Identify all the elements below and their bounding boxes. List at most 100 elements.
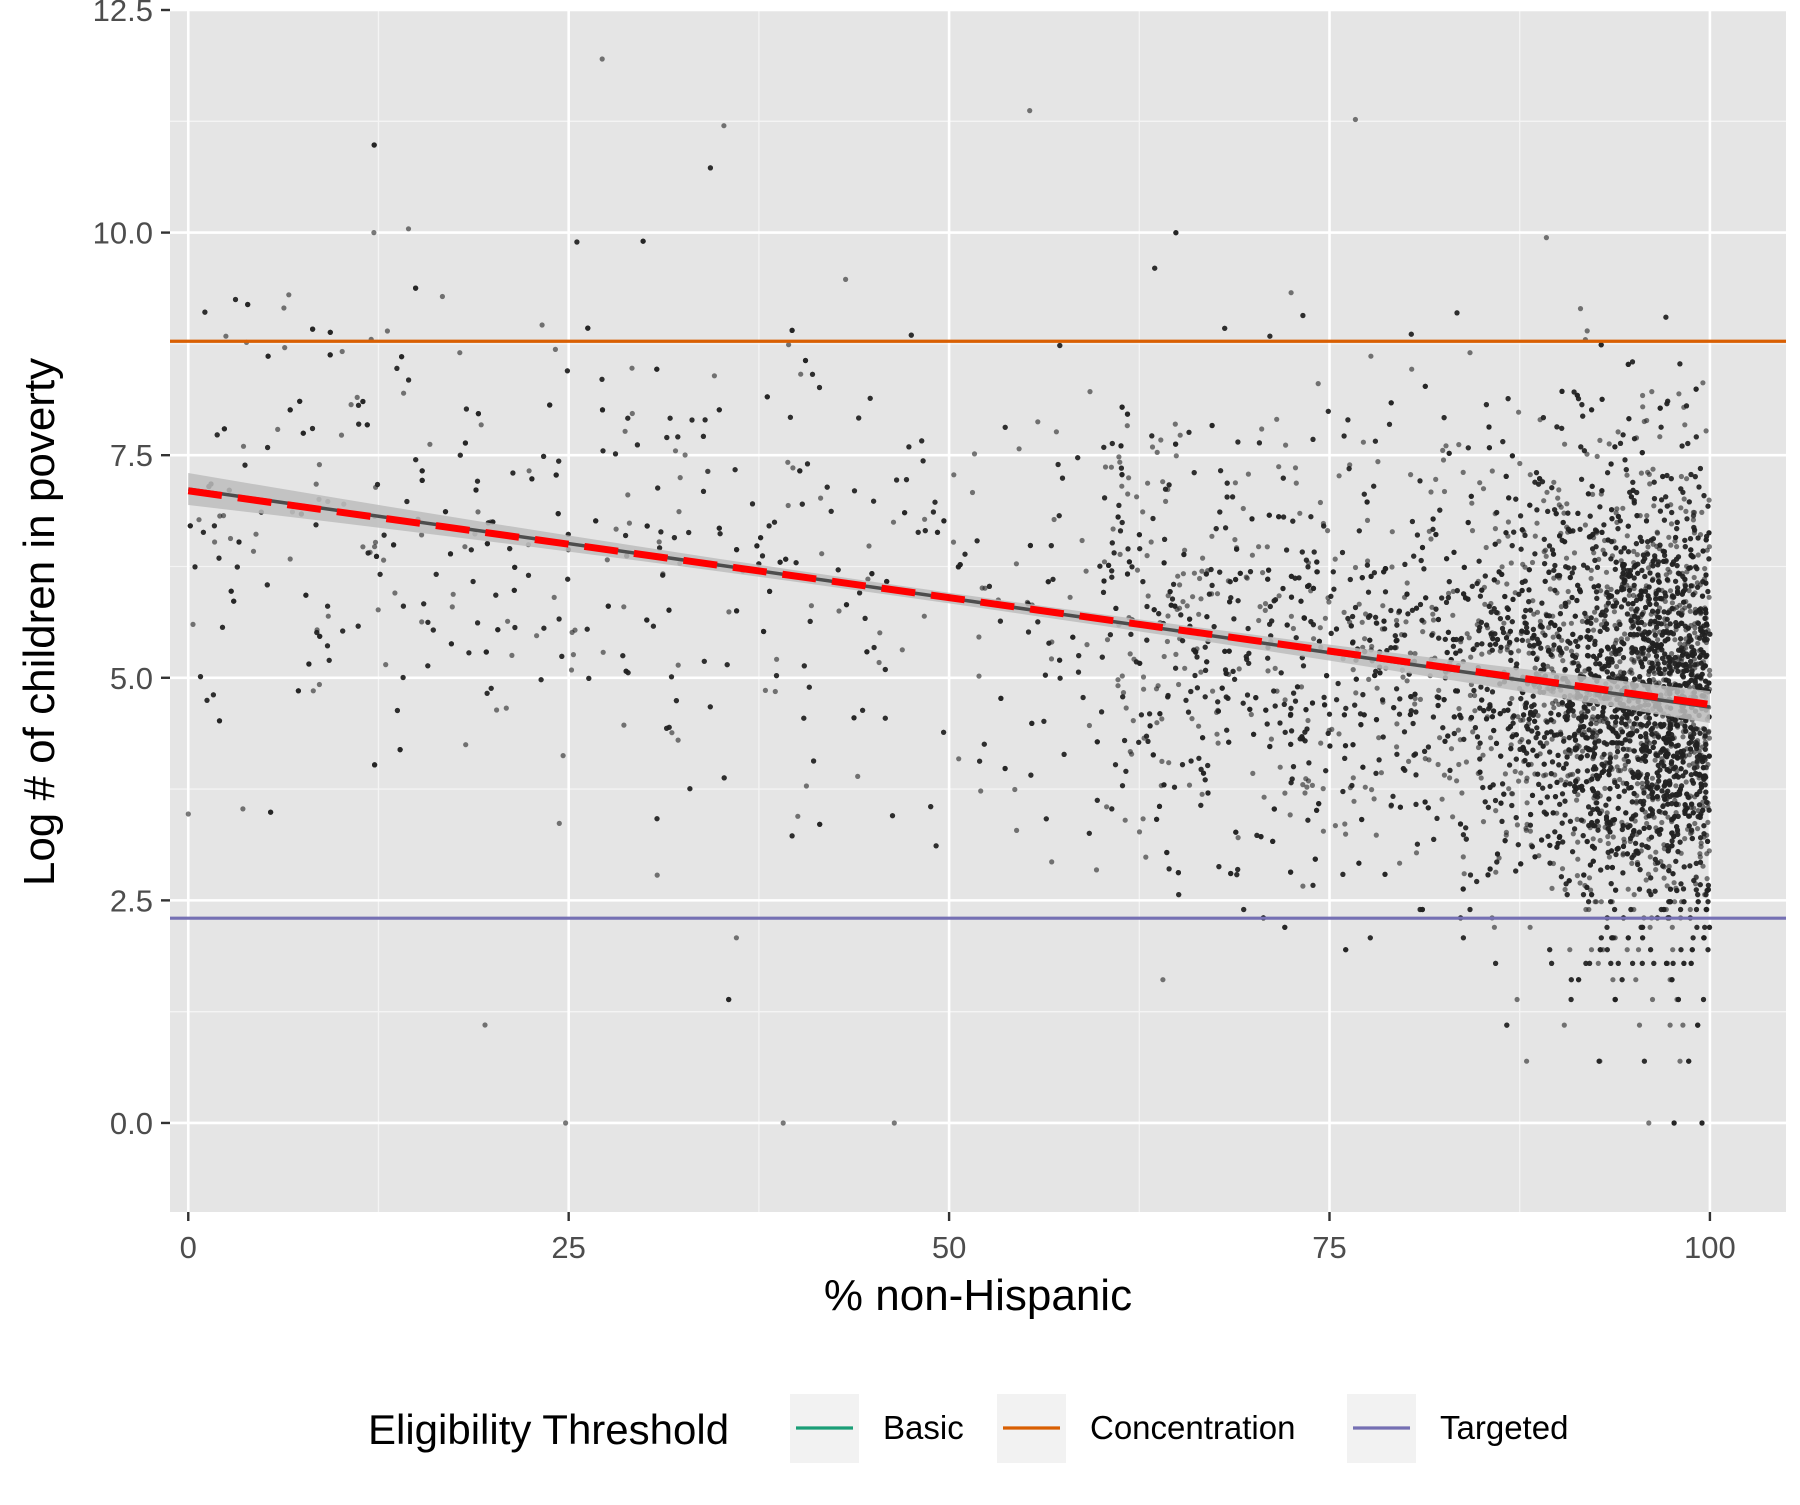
data-point (1379, 770, 1384, 775)
data-point (504, 706, 509, 711)
data-point (1109, 465, 1114, 470)
data-point (1705, 820, 1710, 825)
data-point (1049, 859, 1054, 864)
data-point (1684, 779, 1689, 784)
data-point (339, 433, 344, 438)
data-point (1397, 861, 1402, 866)
data-point (1456, 442, 1461, 447)
data-point (1389, 564, 1394, 569)
data-point (1467, 350, 1472, 355)
data-point (1650, 997, 1655, 1002)
data-point (601, 650, 606, 655)
data-point (1587, 875, 1592, 880)
data-point (1428, 536, 1433, 541)
data-point (1549, 886, 1554, 891)
data-point (1263, 601, 1268, 606)
data-point (1635, 781, 1640, 786)
data-point (1509, 560, 1514, 565)
data-point (1523, 826, 1528, 831)
data-point (1318, 741, 1323, 746)
data-point (381, 558, 386, 563)
data-point (1361, 440, 1366, 445)
data-point (1288, 812, 1293, 817)
data-point (1365, 518, 1370, 523)
data-point (1124, 705, 1129, 710)
data-point (1394, 721, 1399, 726)
data-point (978, 788, 983, 793)
data-point (1302, 790, 1307, 795)
data-point (1672, 880, 1677, 885)
data-point (1670, 947, 1675, 952)
data-point (763, 688, 768, 693)
data-point (1652, 671, 1657, 676)
data-point (1650, 467, 1655, 472)
data-point (1461, 854, 1466, 859)
data-point (1696, 552, 1701, 557)
data-point (1456, 728, 1461, 733)
data-point (1440, 448, 1445, 453)
data-point (1414, 850, 1419, 855)
data-point (1479, 775, 1484, 780)
data-point (795, 814, 800, 819)
data-point (1669, 521, 1674, 526)
data-point (678, 475, 683, 480)
data-point (1704, 428, 1709, 433)
data-point (1126, 475, 1131, 480)
data-point (1156, 683, 1161, 688)
data-point (1182, 666, 1187, 671)
data-point (1526, 638, 1531, 643)
data-point (311, 688, 316, 693)
data-point (1707, 848, 1712, 853)
data-point (1493, 526, 1498, 531)
data-point (1374, 833, 1379, 838)
data-point (1650, 776, 1655, 781)
data-point (1310, 783, 1315, 788)
data-point (1571, 831, 1576, 836)
data-point (240, 806, 245, 811)
data-point (1333, 557, 1338, 562)
data-point (1394, 744, 1399, 749)
plot-panel (170, 10, 1786, 1212)
data-point (1123, 818, 1128, 823)
data-point (1215, 591, 1220, 596)
data-point (1680, 1023, 1685, 1028)
data-point (1244, 575, 1249, 580)
data-point (734, 935, 739, 940)
data-point (1103, 464, 1108, 469)
data-point (1543, 548, 1548, 553)
data-point (1353, 565, 1358, 570)
data-point (1353, 690, 1358, 695)
data-point (223, 334, 228, 339)
data-point (1520, 562, 1525, 567)
data-point (1524, 1059, 1529, 1064)
data-point (1441, 457, 1446, 462)
data-point (877, 660, 882, 665)
data-point (288, 556, 293, 561)
data-point (1616, 429, 1621, 434)
data-point (1528, 472, 1533, 477)
data-point (1551, 705, 1556, 710)
data-point (1562, 442, 1567, 447)
data-point (1647, 481, 1652, 486)
data-point (1084, 642, 1089, 647)
data-point (1670, 600, 1675, 605)
data-point (1617, 659, 1622, 664)
data-point (1578, 306, 1583, 311)
data-point (1644, 513, 1649, 518)
data-point (1516, 410, 1521, 415)
data-point (623, 429, 628, 434)
data-point (1199, 569, 1204, 574)
data-point (1189, 716, 1194, 721)
data-point (1583, 907, 1588, 912)
data-point (1178, 433, 1183, 438)
data-point (1111, 526, 1116, 531)
data-point (1668, 588, 1673, 593)
data-point (281, 305, 286, 310)
data-point (1528, 829, 1533, 834)
data-point (1232, 537, 1237, 542)
data-point (457, 350, 462, 355)
data-point (1337, 473, 1342, 478)
data-point (561, 753, 566, 758)
data-point (1605, 834, 1610, 839)
data-point (1575, 840, 1580, 845)
